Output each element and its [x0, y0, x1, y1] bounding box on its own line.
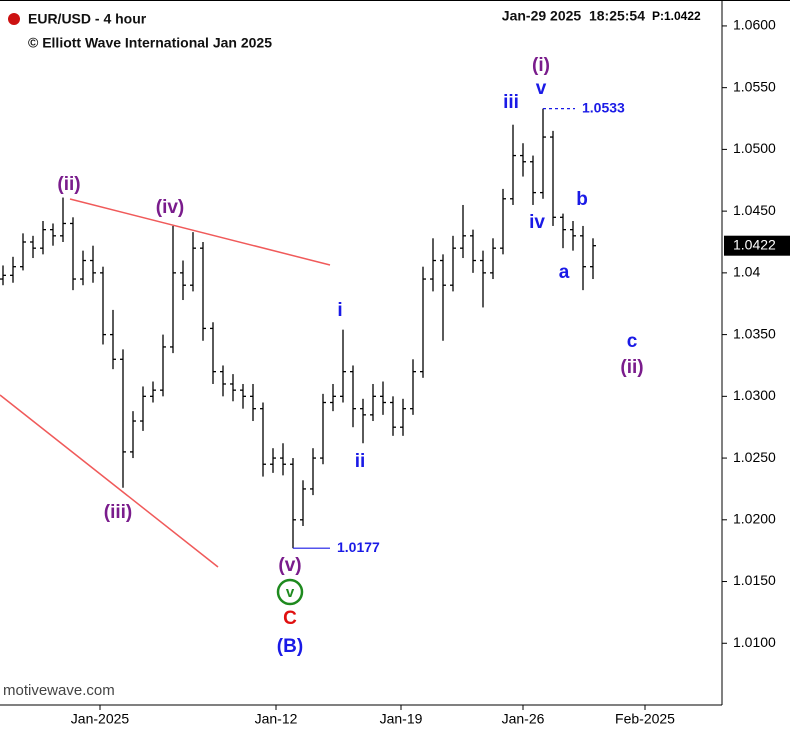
chart-subtitle: © Elliott Wave International Jan 2025 — [28, 35, 272, 51]
y-tick-label: 1.0300 — [733, 387, 776, 403]
y-tick-label: 1.0450 — [733, 202, 776, 218]
wave-label: (iv) — [156, 197, 185, 218]
y-tick-label: 1.0200 — [733, 511, 776, 527]
x-tick-label: Feb-2025 — [615, 711, 675, 727]
y-tick-label: 1.0500 — [733, 140, 776, 156]
price-label: P:1.0422 — [652, 9, 701, 23]
trendline-upper — [69, 198, 331, 266]
x-tick-label: Jan-26 — [502, 711, 545, 727]
timestamp: Jan-29 2025 18:25:54 — [502, 8, 645, 24]
wave-label: iv — [529, 212, 545, 233]
price-level-label: 1.0533 — [582, 99, 625, 115]
wave-label: C — [283, 608, 297, 629]
x-tick-label: Jan-19 — [380, 711, 423, 727]
wave-label: (i) — [532, 55, 550, 76]
wave-label: (iii) — [104, 502, 133, 523]
status-dot — [8, 13, 20, 25]
trendline-lower — [0, 394, 219, 568]
wave-label: v — [536, 78, 547, 99]
y-tick-label: 1.04 — [733, 264, 760, 280]
y-tick-label: 1.0350 — [733, 325, 776, 341]
wave-label: (ii) — [57, 174, 80, 195]
price-level-label: 1.0177 — [337, 539, 380, 555]
chart-title: EUR/USD - 4 hour — [28, 11, 147, 27]
wave-label: (ii) — [620, 357, 643, 378]
y-tick-label: 1.0150 — [733, 572, 776, 588]
wave-circle — [276, 578, 304, 606]
wave-label: i — [337, 300, 342, 321]
price-tag-label: 1.0422 — [733, 236, 776, 252]
price-tag — [724, 235, 790, 256]
wave-label: ii — [355, 451, 366, 472]
wave-label: b — [576, 189, 588, 210]
y-tick-label: 1.0600 — [733, 17, 776, 33]
x-tick-label: Jan-2025 — [71, 711, 130, 727]
y-tick-label: 1.0550 — [733, 78, 776, 94]
x-tick-label: Jan-12 — [255, 711, 298, 727]
wave-label: iii — [503, 92, 519, 113]
wave-label: (B) — [277, 636, 303, 657]
wave-label: a — [559, 262, 570, 283]
wave-label: (v) — [278, 555, 301, 576]
wave-label: v — [286, 584, 295, 601]
y-tick-label: 1.0100 — [733, 634, 776, 650]
y-tick-label: 1.0250 — [733, 449, 776, 465]
watermark: motivewave.com — [3, 682, 115, 699]
wave-label: c — [627, 331, 638, 352]
